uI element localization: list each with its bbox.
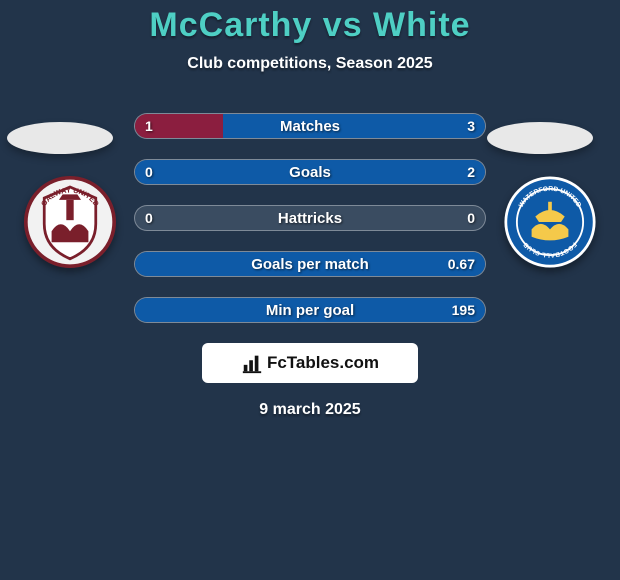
stat-row: 00Hattricks	[134, 205, 486, 231]
stat-label: Goals per match	[135, 252, 485, 276]
branding-text: FcTables.com	[267, 353, 379, 373]
footer-date: 9 march 2025	[0, 401, 620, 419]
stat-row: 13Matches	[134, 113, 486, 139]
page-title: McCarthy vs White	[0, 0, 620, 45]
club-right-crest-icon: WATERFORD UNITED FOOTBALL CLUB	[504, 176, 596, 268]
club-left-crest-icon: GALWAY UNITED	[24, 176, 116, 268]
branding-badge[interactable]: FcTables.com	[202, 343, 418, 383]
comparison-card: McCarthy vs White Club competitions, Sea…	[0, 0, 620, 580]
club-left-badge: GALWAY UNITED	[24, 176, 116, 268]
stat-row: 195Min per goal	[134, 297, 486, 323]
stat-label: Matches	[135, 114, 485, 138]
player-right-avatar-oval	[487, 122, 593, 154]
subtitle: Club competitions, Season 2025	[0, 55, 620, 73]
stats-table: 13Matches 02Goals 00Hattricks 0.67Goals per…	[134, 113, 486, 323]
stat-label: Min per goal	[135, 298, 485, 322]
stat-row: 02Goals	[134, 159, 486, 185]
club-right-badge: WATERFORD UNITED FOOTBALL CLUB	[504, 176, 596, 268]
player-left-avatar-oval	[7, 122, 113, 154]
stat-label: Goals	[135, 160, 485, 184]
stat-row: 0.67Goals per match	[134, 251, 486, 277]
stat-label: Hattricks	[135, 206, 485, 230]
bar-chart-icon	[241, 352, 263, 374]
